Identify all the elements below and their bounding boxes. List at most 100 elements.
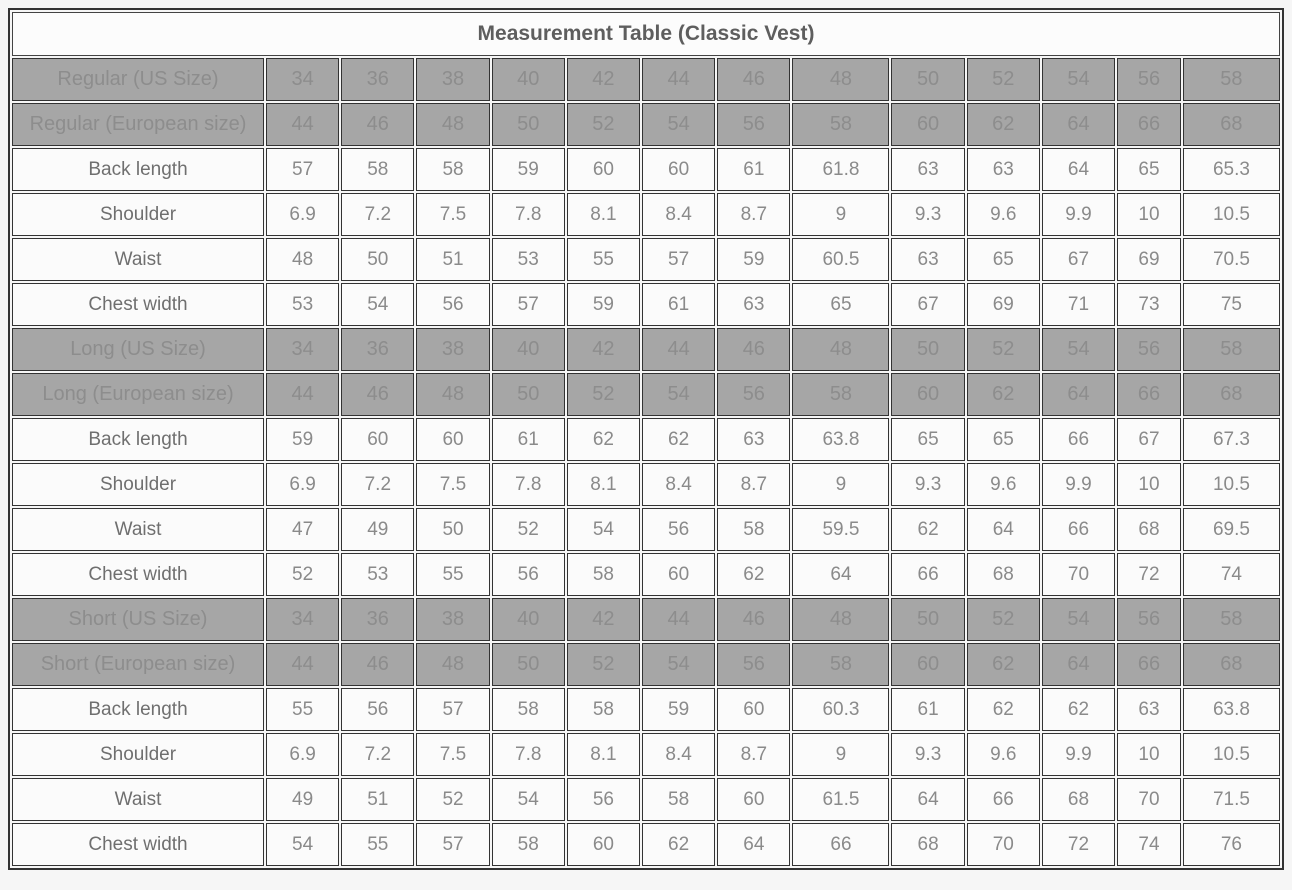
value-cell: 57 <box>491 283 565 326</box>
measurement-row-label: Waist <box>12 778 264 821</box>
value-cell: 7.8 <box>491 733 565 776</box>
size-cell: 44 <box>642 328 716 371</box>
value-cell: 68 <box>891 823 965 866</box>
value-cell: 7.2 <box>341 193 415 236</box>
measurement-row-label: Waist <box>12 238 264 281</box>
size-cell: 44 <box>266 643 340 686</box>
value-cell: 56 <box>642 508 716 551</box>
table-row: Shoulder 6.9 7.2 7.5 7.8 8.1 8.4 8.7 9 9.3 9.6 9.9 1… <box>12 193 1280 236</box>
size-cell: 46 <box>717 598 791 641</box>
value-cell: 68 <box>1041 778 1116 821</box>
value-cell: 56 <box>341 688 415 731</box>
measurement-row-label: Shoulder <box>12 733 264 776</box>
value-cell: 58 <box>642 778 716 821</box>
value-cell: 64 <box>891 778 965 821</box>
table-row: Long (US Size) 34 36 38 40 42 44 46 48 50 52 54 56 58 <box>12 328 1280 371</box>
size-cell: 60 <box>891 103 965 146</box>
value-cell: 8.1 <box>566 193 641 236</box>
size-cell: 42 <box>566 58 641 101</box>
value-cell: 71.5 <box>1182 778 1280 821</box>
table-row: Waist 48 50 51 53 55 57 59 60.5 63 65 67 69 70.5 <box>12 238 1280 281</box>
size-cell: 48 <box>792 58 890 101</box>
value-cell: 64 <box>1041 148 1116 191</box>
value-cell: 66 <box>966 778 1040 821</box>
value-cell: 52 <box>266 553 340 596</box>
size-cell: 52 <box>966 598 1040 641</box>
size-cell: 40 <box>491 598 565 641</box>
size-cell: 58 <box>792 103 890 146</box>
value-cell: 51 <box>416 238 490 281</box>
size-cell: 52 <box>566 643 641 686</box>
value-cell: 65 <box>792 283 890 326</box>
value-cell: 58 <box>491 823 565 866</box>
value-cell: 60 <box>341 418 415 461</box>
size-cell: 48 <box>416 643 490 686</box>
value-cell: 63.8 <box>1182 688 1280 731</box>
value-cell: 55 <box>416 553 490 596</box>
size-cell: 44 <box>642 58 716 101</box>
size-cell: 58 <box>792 373 890 416</box>
table-body: Regular (US Size) 34 36 38 40 42 44 46 48 50 52 54 5… <box>12 58 1280 866</box>
size-cell: 52 <box>966 328 1040 371</box>
value-cell: 66 <box>891 553 965 596</box>
value-cell: 7.2 <box>341 463 415 506</box>
value-cell: 65 <box>891 418 965 461</box>
size-cell: 46 <box>341 643 415 686</box>
value-cell: 9.3 <box>891 733 965 776</box>
value-cell: 64 <box>717 823 791 866</box>
measurement-row-label: Shoulder <box>12 193 264 236</box>
size-row-label: Long (US Size) <box>12 328 264 371</box>
value-cell: 60 <box>566 823 641 866</box>
size-cell: 52 <box>566 103 641 146</box>
value-cell: 58 <box>341 148 415 191</box>
size-cell: 50 <box>891 328 965 371</box>
value-cell: 60.5 <box>792 238 890 281</box>
value-cell: 63 <box>966 148 1040 191</box>
value-cell: 72 <box>1117 553 1181 596</box>
size-cell: 58 <box>1182 328 1280 371</box>
value-cell: 9.3 <box>891 193 965 236</box>
value-cell: 58 <box>491 688 565 731</box>
value-cell: 58 <box>717 508 791 551</box>
value-cell: 67 <box>1041 238 1116 281</box>
table-row: Chest width 52 53 55 56 58 60 62 64 66 68 70 72 74 <box>12 553 1280 596</box>
value-cell: 61.8 <box>792 148 890 191</box>
measurement-row-label: Back length <box>12 148 264 191</box>
value-cell: 68 <box>966 553 1040 596</box>
size-row-label: Regular (US Size) <box>12 58 264 101</box>
value-cell: 51 <box>341 778 415 821</box>
size-cell: 36 <box>341 58 415 101</box>
value-cell: 63.8 <box>792 418 890 461</box>
size-cell: 38 <box>416 58 490 101</box>
size-cell: 48 <box>792 598 890 641</box>
value-cell: 61 <box>891 688 965 731</box>
value-cell: 65 <box>1117 148 1181 191</box>
table-row: Regular (US Size) 34 36 38 40 42 44 46 48 50 52 54 5… <box>12 58 1280 101</box>
size-cell: 56 <box>717 373 791 416</box>
value-cell: 54 <box>341 283 415 326</box>
value-cell: 69 <box>966 283 1040 326</box>
table-header: Measurement Table (Classic Vest) <box>12 12 1280 56</box>
table-row: Shoulder 6.9 7.2 7.5 7.8 8.1 8.4 8.7 9 9.3 9.6 9.9 1… <box>12 463 1280 506</box>
size-cell: 44 <box>266 373 340 416</box>
value-cell: 60 <box>642 148 716 191</box>
size-cell: 34 <box>266 328 340 371</box>
value-cell: 62 <box>966 688 1040 731</box>
size-cell: 54 <box>642 373 716 416</box>
size-cell: 54 <box>1041 328 1116 371</box>
size-cell: 46 <box>717 328 791 371</box>
value-cell: 55 <box>341 823 415 866</box>
size-cell: 48 <box>416 103 490 146</box>
size-cell: 64 <box>1041 373 1116 416</box>
size-cell: 64 <box>1041 643 1116 686</box>
value-cell: 7.2 <box>341 733 415 776</box>
value-cell: 8.7 <box>717 733 791 776</box>
value-cell: 9.9 <box>1041 193 1116 236</box>
size-cell: 42 <box>566 328 641 371</box>
value-cell: 56 <box>566 778 641 821</box>
value-cell: 70.5 <box>1182 238 1280 281</box>
value-cell: 59 <box>717 238 791 281</box>
table-row: Long (European size) 44 46 48 50 52 54 56 58 60 62… <box>12 373 1280 416</box>
table-row: Short (European size) 44 46 48 50 52 54 56 58 60 6… <box>12 643 1280 686</box>
size-cell: 56 <box>1117 58 1181 101</box>
